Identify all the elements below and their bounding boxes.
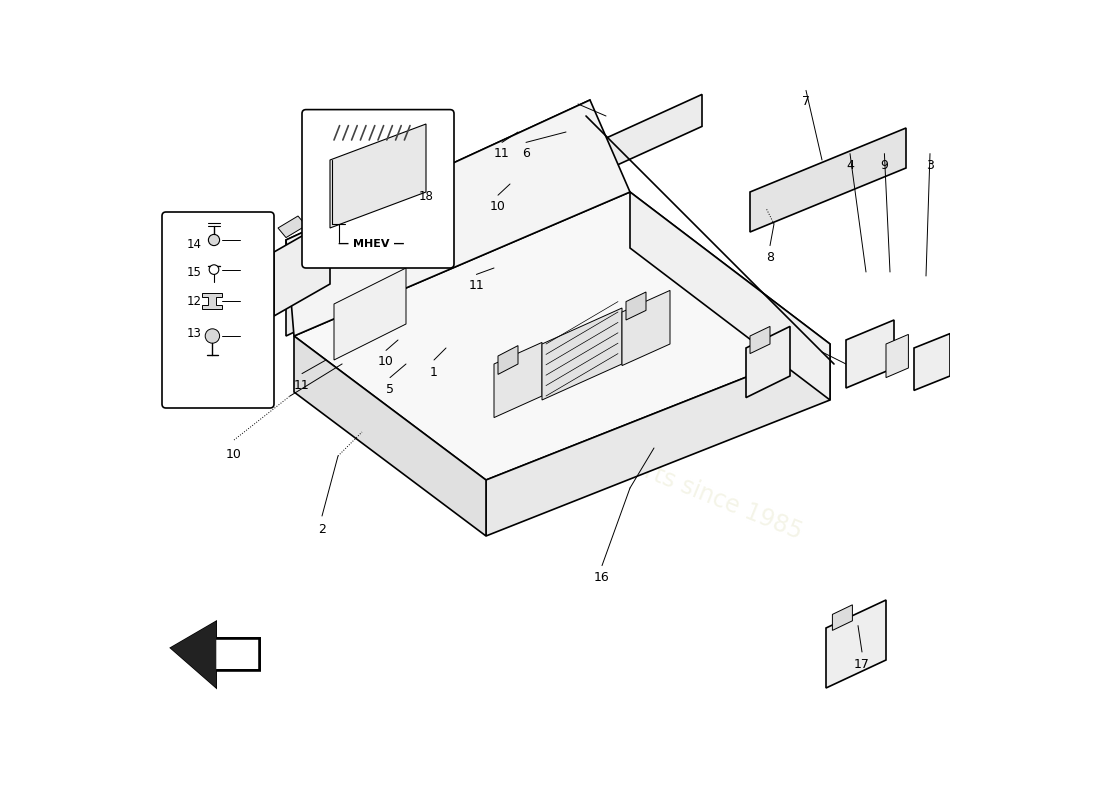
- Polygon shape: [172, 622, 260, 686]
- Circle shape: [208, 234, 220, 246]
- Text: 3: 3: [926, 159, 934, 172]
- Polygon shape: [750, 326, 770, 354]
- Polygon shape: [334, 268, 406, 360]
- Polygon shape: [833, 605, 853, 630]
- Polygon shape: [274, 220, 330, 316]
- Text: eurospare: eurospare: [447, 371, 781, 429]
- Text: 1: 1: [430, 366, 438, 378]
- FancyBboxPatch shape: [162, 212, 274, 408]
- Text: 9: 9: [880, 159, 889, 172]
- Text: 5: 5: [386, 383, 394, 396]
- Text: 16: 16: [594, 571, 609, 584]
- Polygon shape: [498, 346, 518, 374]
- Text: 13: 13: [187, 327, 201, 340]
- Polygon shape: [172, 622, 216, 686]
- Polygon shape: [630, 192, 830, 400]
- Polygon shape: [494, 342, 542, 418]
- Polygon shape: [626, 292, 646, 320]
- Text: 7: 7: [802, 95, 810, 108]
- Polygon shape: [330, 124, 426, 228]
- Text: 6: 6: [522, 147, 530, 160]
- Text: 11: 11: [494, 147, 510, 160]
- Polygon shape: [914, 334, 950, 390]
- Polygon shape: [278, 216, 306, 238]
- Polygon shape: [202, 293, 222, 309]
- Polygon shape: [826, 600, 886, 688]
- Text: 11: 11: [469, 279, 484, 292]
- Polygon shape: [846, 320, 894, 388]
- Text: — MHEV —: — MHEV —: [339, 239, 405, 249]
- Text: 4: 4: [846, 159, 854, 172]
- Text: 10: 10: [378, 355, 394, 368]
- Polygon shape: [746, 326, 790, 398]
- Text: 18: 18: [419, 190, 433, 202]
- Polygon shape: [286, 100, 630, 336]
- FancyBboxPatch shape: [302, 110, 454, 268]
- Polygon shape: [294, 192, 830, 480]
- Polygon shape: [886, 334, 909, 378]
- Text: 10: 10: [491, 200, 506, 213]
- Text: 2: 2: [318, 523, 326, 536]
- Polygon shape: [486, 344, 830, 536]
- Polygon shape: [750, 128, 906, 232]
- Polygon shape: [294, 336, 486, 536]
- Polygon shape: [542, 308, 621, 400]
- Text: 15: 15: [187, 266, 201, 278]
- Circle shape: [206, 329, 220, 343]
- Text: 14: 14: [187, 238, 201, 250]
- Text: 11: 11: [294, 379, 310, 392]
- Polygon shape: [621, 290, 670, 366]
- Text: classic parts since 1985: classic parts since 1985: [535, 416, 806, 544]
- Polygon shape: [286, 100, 590, 336]
- Polygon shape: [514, 94, 702, 212]
- Text: 17: 17: [854, 658, 870, 670]
- Text: 10: 10: [227, 448, 242, 461]
- Circle shape: [209, 265, 219, 274]
- Text: 12: 12: [187, 295, 201, 308]
- Text: 8: 8: [766, 251, 774, 264]
